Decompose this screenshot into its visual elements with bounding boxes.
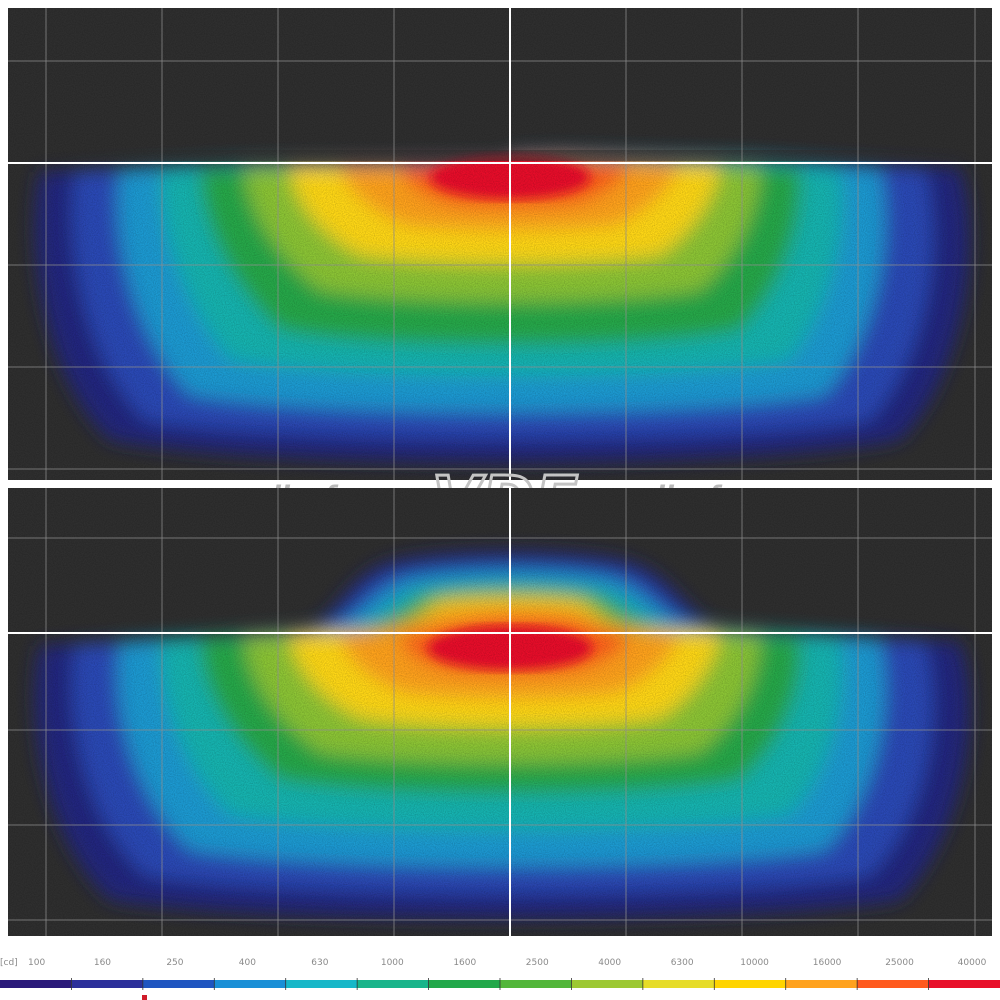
scale-color-segment bbox=[714, 980, 787, 988]
scale-tick-label: 100 bbox=[28, 958, 45, 968]
scale-tick-label: 25000 bbox=[885, 958, 914, 968]
bottom-noise bbox=[8, 488, 992, 936]
scale-tick-label: 160 bbox=[94, 958, 111, 968]
scale-tick-label: 10000 bbox=[740, 958, 769, 968]
bottom-beam-panel bbox=[8, 488, 992, 936]
top-noise bbox=[8, 8, 992, 480]
scale-color-segment bbox=[428, 980, 501, 988]
scale-color-segment bbox=[142, 980, 215, 988]
scale-color-segment bbox=[214, 980, 287, 988]
scale-color-segment bbox=[500, 980, 572, 988]
scale-tick-label: 1000 bbox=[381, 958, 404, 968]
scale-tick-label: 630 bbox=[311, 958, 328, 968]
scale-tick-label: 2500 bbox=[526, 958, 549, 968]
scale-corner-mark bbox=[142, 995, 147, 1000]
scale-color-segment bbox=[928, 980, 1000, 988]
scale-tick-label: 40000 bbox=[958, 958, 987, 968]
scale-color-segment bbox=[0, 980, 72, 988]
scale-tick-label: 6300 bbox=[671, 958, 694, 968]
scale-color-segment bbox=[285, 980, 358, 988]
scale-color-segment bbox=[357, 980, 430, 988]
scale-color-segment bbox=[571, 980, 644, 988]
intensity-color-scale: [cd] 100 160 250 400 630 1000 1600 2500 4000 6300… bbox=[0, 958, 1000, 1000]
scale-tick-label: 250 bbox=[166, 958, 183, 968]
scale-color-segment bbox=[71, 980, 144, 988]
scale-color-segment bbox=[642, 980, 715, 988]
scale-color-segment bbox=[785, 980, 858, 988]
scale-unit-label: [cd] bbox=[0, 958, 18, 968]
panel-separator bbox=[0, 480, 1000, 488]
bottom-grid bbox=[8, 488, 992, 936]
scale-color-segment bbox=[857, 980, 930, 988]
scale-tick-label: 400 bbox=[239, 958, 256, 968]
top-grid bbox=[8, 8, 992, 480]
scale-tick-labels: 100 160 250 400 630 1000 1600 2500 4000 6300 10000… bbox=[28, 958, 987, 968]
top-beam-heatmap bbox=[8, 8, 992, 480]
scale-tick-label: 16000 bbox=[813, 958, 842, 968]
scale-tick-label: 4000 bbox=[598, 958, 621, 968]
scale-tick-label: 1600 bbox=[453, 958, 476, 968]
bottom-beam-heatmap bbox=[8, 488, 992, 936]
scale-color-bar bbox=[0, 978, 1000, 990]
top-beam-panel bbox=[8, 8, 992, 480]
